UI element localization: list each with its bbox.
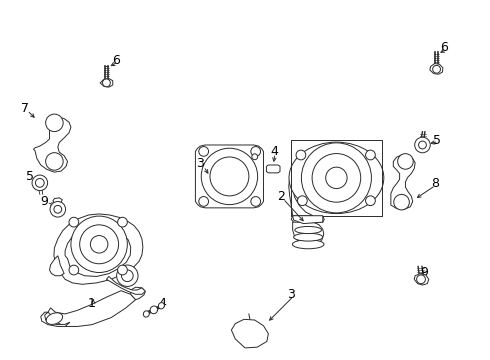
- Text: 6: 6: [112, 54, 120, 67]
- Ellipse shape: [143, 311, 149, 317]
- Polygon shape: [293, 221, 324, 245]
- Circle shape: [251, 147, 261, 156]
- Circle shape: [122, 270, 133, 282]
- Polygon shape: [293, 216, 323, 224]
- Circle shape: [80, 225, 119, 264]
- Polygon shape: [291, 216, 324, 222]
- Ellipse shape: [46, 313, 63, 324]
- Polygon shape: [196, 145, 264, 208]
- Circle shape: [118, 265, 127, 275]
- Polygon shape: [289, 147, 377, 216]
- Circle shape: [71, 216, 127, 273]
- Ellipse shape: [289, 142, 384, 213]
- Circle shape: [90, 235, 108, 253]
- Circle shape: [46, 114, 63, 132]
- Polygon shape: [267, 165, 280, 173]
- Polygon shape: [100, 78, 113, 87]
- Circle shape: [50, 202, 66, 217]
- Circle shape: [118, 217, 127, 227]
- Text: 4: 4: [270, 145, 278, 158]
- Polygon shape: [131, 287, 146, 300]
- Circle shape: [32, 175, 48, 191]
- Circle shape: [296, 150, 306, 160]
- Text: 8: 8: [431, 177, 439, 190]
- Circle shape: [69, 265, 79, 275]
- Polygon shape: [391, 155, 415, 209]
- Circle shape: [251, 197, 261, 206]
- Polygon shape: [54, 214, 143, 284]
- Circle shape: [394, 194, 409, 210]
- Circle shape: [69, 217, 79, 227]
- Polygon shape: [414, 274, 429, 285]
- Circle shape: [199, 197, 209, 206]
- Text: 6: 6: [441, 41, 448, 54]
- Text: 9: 9: [41, 195, 49, 208]
- Circle shape: [398, 154, 413, 169]
- Circle shape: [102, 79, 110, 87]
- Polygon shape: [53, 198, 62, 203]
- Text: 1: 1: [88, 297, 96, 310]
- Circle shape: [301, 143, 371, 213]
- Polygon shape: [65, 226, 131, 276]
- Circle shape: [117, 265, 138, 287]
- Circle shape: [199, 147, 209, 156]
- Polygon shape: [33, 117, 71, 172]
- Text: 3: 3: [287, 288, 295, 301]
- Ellipse shape: [293, 240, 324, 249]
- Circle shape: [201, 148, 258, 204]
- Circle shape: [418, 141, 426, 149]
- Polygon shape: [430, 64, 443, 74]
- Circle shape: [252, 154, 258, 160]
- Ellipse shape: [294, 233, 323, 241]
- Circle shape: [416, 275, 425, 284]
- Circle shape: [366, 196, 375, 206]
- Polygon shape: [41, 312, 70, 327]
- Ellipse shape: [295, 226, 321, 234]
- Circle shape: [312, 154, 361, 202]
- Circle shape: [210, 157, 249, 196]
- Text: 5: 5: [433, 134, 441, 147]
- Circle shape: [46, 153, 63, 170]
- Circle shape: [326, 167, 347, 189]
- Text: 3: 3: [196, 157, 204, 170]
- Text: 7: 7: [21, 102, 29, 115]
- Text: 9: 9: [420, 266, 428, 279]
- Ellipse shape: [158, 303, 164, 309]
- Circle shape: [366, 150, 375, 160]
- Polygon shape: [231, 319, 269, 348]
- Polygon shape: [49, 256, 64, 276]
- Circle shape: [415, 137, 430, 153]
- Text: 5: 5: [26, 170, 34, 183]
- Circle shape: [54, 206, 62, 213]
- Circle shape: [433, 66, 441, 73]
- Ellipse shape: [150, 306, 158, 314]
- Polygon shape: [48, 291, 136, 327]
- Circle shape: [35, 179, 44, 187]
- Polygon shape: [106, 276, 146, 294]
- Text: 4: 4: [158, 297, 166, 310]
- Circle shape: [297, 196, 307, 206]
- Text: 2: 2: [277, 190, 285, 203]
